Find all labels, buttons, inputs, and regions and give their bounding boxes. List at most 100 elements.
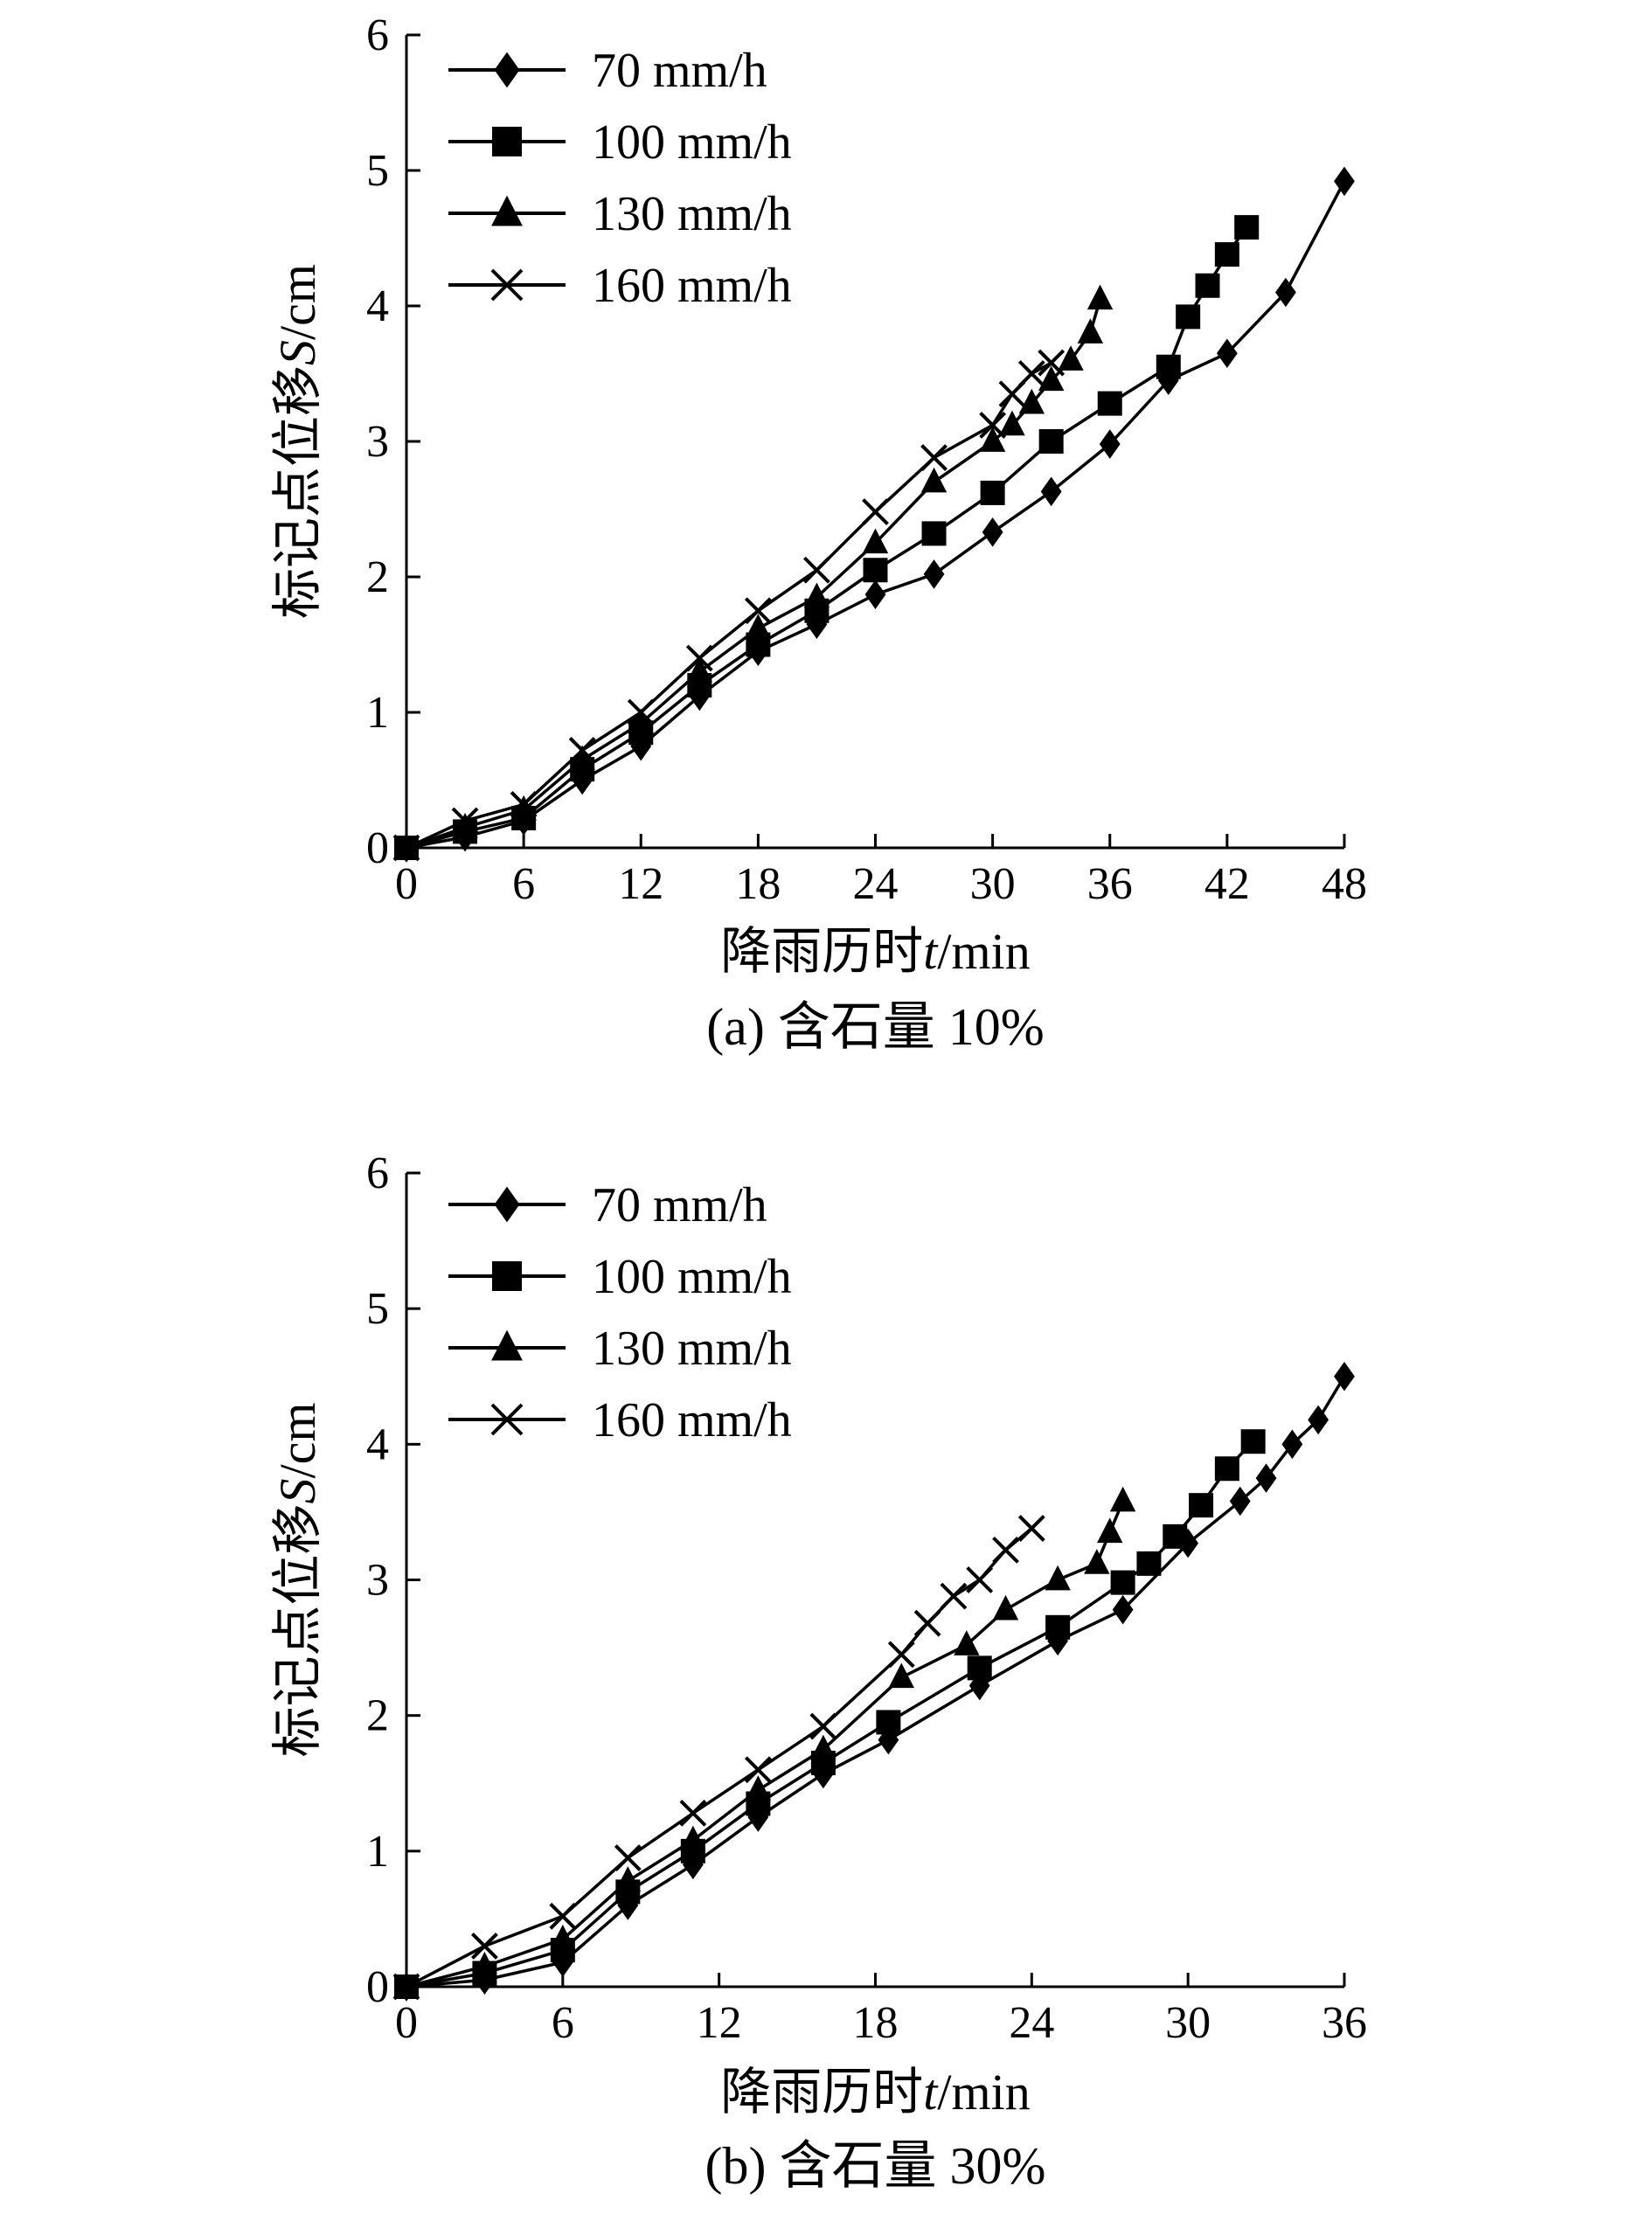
- y-tick-label: 0: [366, 1962, 389, 2012]
- y-tick-label: 1: [366, 1827, 389, 1877]
- data-point: [1110, 1570, 1135, 1595]
- data-point-stroke-b: [510, 790, 538, 818]
- data-point: [1038, 349, 1065, 377]
- data-point-stroke-b: [992, 1536, 1019, 1564]
- data-point: [1275, 277, 1296, 308]
- data-point: [1099, 429, 1121, 459]
- data-point: [451, 807, 479, 835]
- data-point: [627, 698, 655, 726]
- data-point: [888, 1662, 915, 1689]
- x-tick-label: 24: [1009, 1998, 1054, 2048]
- y-tick-label: 1: [366, 688, 389, 738]
- data-point: [1214, 1456, 1239, 1482]
- data-point: [980, 480, 1005, 505]
- data-point: [806, 609, 828, 640]
- series-triangle: [393, 284, 1114, 858]
- series-diamond: [396, 1361, 1355, 2002]
- legend: 70 mm/h 100 mm/h 130 mm/h 160 mm/h: [448, 44, 792, 313]
- legend-label: 100 mm/h: [592, 115, 792, 170]
- y-tick-label: 6: [366, 1149, 389, 1198]
- data-point: [923, 559, 945, 589]
- data-point: [614, 1866, 642, 1891]
- legend-label: 130 mm/h: [592, 187, 792, 241]
- legend-marker-triangle: [491, 195, 523, 226]
- x-tick-label: 12: [618, 859, 663, 909]
- series-cross: [392, 349, 1065, 862]
- data-point: [913, 1609, 941, 1637]
- x-axis-label-unit: /min: [937, 2064, 1030, 2120]
- data-point-stroke-b: [744, 597, 772, 625]
- data-point: [887, 1641, 915, 1669]
- x-tick-label: 42: [1204, 859, 1250, 909]
- data-point: [920, 444, 947, 472]
- data-point-stroke-b: [568, 736, 596, 764]
- legend: 70 mm/h 100 mm/h 130 mm/h 160 mm/h: [448, 1178, 792, 1447]
- data-point-stroke-b: [1017, 1515, 1045, 1542]
- legend-label: 130 mm/h: [592, 1322, 792, 1376]
- data-point: [1084, 1549, 1110, 1574]
- data-point: [1045, 1614, 1071, 1640]
- y-axis-label-unit: /cm: [269, 264, 326, 340]
- data-point: [1214, 242, 1239, 267]
- data-point: [392, 1973, 420, 2001]
- data-point: [954, 1630, 980, 1655]
- legend-label: 70 mm/h: [592, 1178, 767, 1232]
- data-point: [471, 1933, 498, 1960]
- data-point: [1017, 360, 1045, 387]
- series-line: [406, 1440, 1254, 1988]
- data-point: [809, 1712, 837, 1740]
- data-point: [878, 1725, 899, 1755]
- y-tick-label: 0: [366, 823, 389, 873]
- y-axis-label-var: S: [269, 340, 326, 365]
- data-point: [1112, 1594, 1134, 1625]
- series-line: [406, 1527, 1033, 1988]
- series-square: [394, 215, 1260, 860]
- x-tick-label: 0: [395, 1998, 418, 2048]
- data-point: [685, 644, 713, 672]
- data-point: [1195, 273, 1220, 298]
- series-cross: [392, 1515, 1045, 2001]
- data-point-stroke-b: [920, 444, 947, 472]
- data-point: [686, 656, 713, 683]
- series-line: [406, 298, 1102, 850]
- legend-marker-cross-stroke-b: [490, 1403, 524, 1436]
- data-point-stroke-b: [913, 1609, 941, 1637]
- data-point: [876, 1710, 901, 1735]
- data-point: [614, 1844, 642, 1872]
- x-axis-label: 降雨历时t/min: [720, 923, 1030, 980]
- data-point-stroke-b: [887, 1641, 915, 1669]
- data-point-stroke-b: [940, 1582, 968, 1610]
- data-point: [1109, 1486, 1136, 1512]
- data-point-stroke-b: [809, 1712, 837, 1740]
- data-point: [1189, 1493, 1214, 1518]
- data-point-stroke-b: [979, 411, 1007, 439]
- x-axis-label-unit: /min: [937, 923, 1030, 980]
- data-point-stroke-b: [862, 498, 889, 526]
- data-point-stroke-b: [1017, 360, 1045, 387]
- data-point: [744, 1756, 772, 1784]
- data-point: [1229, 1486, 1251, 1516]
- data-point: [569, 745, 595, 771]
- data-point: [745, 1775, 772, 1801]
- data-point: [979, 427, 1006, 452]
- data-point-stroke-b: [685, 644, 713, 672]
- data-point: [1216, 338, 1238, 369]
- data-point: [920, 467, 947, 493]
- data-point: [628, 708, 654, 734]
- legend-marker-diamond: [494, 52, 520, 88]
- data-point: [1086, 284, 1114, 310]
- legend-marker-cross: [490, 268, 524, 302]
- data-point-stroke-b: [392, 1973, 420, 2001]
- y-axis-label-prefix: 标记点位移: [269, 365, 326, 619]
- legend-marker-triangle: [491, 1329, 523, 1361]
- data-point: [810, 1734, 836, 1760]
- data-point: [862, 528, 889, 554]
- data-point: [392, 834, 420, 862]
- y-tick-label: 3: [366, 1556, 389, 1606]
- y-axis-label-prefix: 标记点位移: [269, 1503, 326, 1757]
- data-point: [1038, 429, 1064, 454]
- data-point: [744, 597, 772, 625]
- data-point: [982, 517, 1003, 547]
- data-point: [862, 498, 889, 526]
